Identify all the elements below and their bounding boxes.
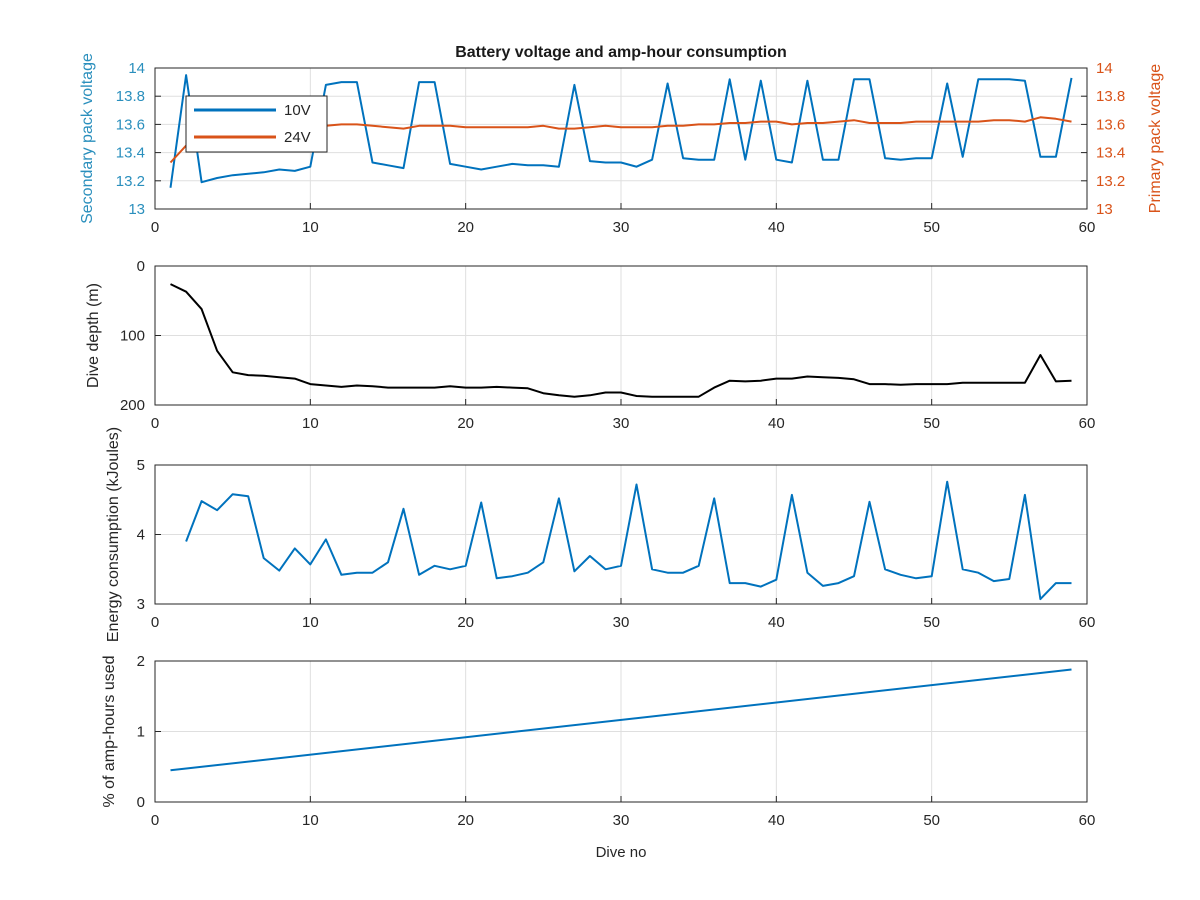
x-tick-label: 30 <box>613 219 630 236</box>
x-tick-label: 20 <box>457 812 474 829</box>
x-axis-label: Dive no <box>596 844 647 861</box>
y-tick-label: 13 <box>128 201 145 218</box>
subplot-2: 0 10 20 30 40 50 60 0 100 200 Dive depth (m) <box>85 258 1095 432</box>
y-tick-label: 4 <box>137 527 145 544</box>
x-tick-label: 0 <box>151 812 159 829</box>
chart-title: Battery voltage and amp-hour consumption <box>455 44 787 61</box>
x-tick-label: 40 <box>768 219 785 236</box>
y-tick-label: 0 <box>137 794 145 811</box>
y-tick-label: 0 <box>137 258 145 275</box>
y2-tick-label: 13.2 <box>1096 173 1125 190</box>
x-tick-label: 0 <box>151 219 159 236</box>
y2-axis-label: Primary pack voltage <box>1147 64 1164 213</box>
x-tick-label: 50 <box>923 614 940 631</box>
series-line-series-1 <box>185 480 1072 601</box>
x-tick-label: 10 <box>302 812 319 829</box>
x-tick-label: 30 <box>613 812 630 829</box>
y-axis-label: % of amp-hours used <box>101 655 118 807</box>
y-tick-label: 5 <box>137 457 145 474</box>
legend-label-24v: 24V <box>284 129 311 146</box>
y-tick-label: 200 <box>120 397 145 414</box>
y-tick-label: 14 <box>128 60 145 77</box>
x-tick-label: 40 <box>768 614 785 631</box>
x-tick-label: 20 <box>457 614 474 631</box>
x-tick-label: 60 <box>1079 812 1096 829</box>
subplot-4: 0 10 20 30 40 50 60 0 1 2 % of amp-hours used Dive … <box>101 653 1095 861</box>
series-line-series-1 <box>170 283 1072 398</box>
y2-tick-label: 13.8 <box>1096 88 1125 105</box>
legend-box <box>185 95 328 153</box>
y2-tick-label: 13.4 <box>1096 145 1125 162</box>
legend: 10V 24V <box>185 95 328 153</box>
x-tick-label: 30 <box>613 415 630 432</box>
legend-label-10v: 10V <box>284 102 311 119</box>
x-tick-label: 50 <box>923 812 940 829</box>
x-tick-label: 10 <box>302 614 319 631</box>
x-tick-label: 0 <box>151 614 159 631</box>
plots-layer: 0 10 20 30 40 50 601313.213.413.613.8141313.21… <box>79 53 1164 861</box>
y-axis-label: Dive depth (m) <box>85 283 102 388</box>
subplot-3: 0 10 20 30 40 50 60 3 4 5 Energy consumption (kJou… <box>105 427 1095 642</box>
x-tick-label: 20 <box>457 415 474 432</box>
x-tick-label: 60 <box>1079 614 1096 631</box>
series-line-series-1 <box>170 668 1072 772</box>
x-tick-label: 60 <box>1079 219 1096 236</box>
x-tick-label: 50 <box>923 219 940 236</box>
x-tick-label: 10 <box>302 219 319 236</box>
y-tick-label: 13.4 <box>116 145 145 162</box>
x-tick-label: 50 <box>923 415 940 432</box>
y-tick-label: 3 <box>137 596 145 613</box>
y2-tick-label: 13 <box>1096 201 1113 218</box>
x-tick-label: 20 <box>457 219 474 236</box>
subplot-1: 0 10 20 30 40 50 601313.213.413.613.8141313.21… <box>79 53 1164 236</box>
y-tick-label: 2 <box>137 653 145 670</box>
y-axis-label: Energy consumption (kJoules) <box>105 427 122 642</box>
y2-tick-label: 14 <box>1096 60 1113 77</box>
x-tick-label: 0 <box>151 415 159 432</box>
y-tick-label: 13.6 <box>116 116 145 133</box>
y2-tick-label: 13.6 <box>1096 116 1125 133</box>
y-tick-label: 13.8 <box>116 88 145 105</box>
y-tick-label: 13.2 <box>116 173 145 190</box>
x-tick-label: 30 <box>613 614 630 631</box>
x-tick-label: 10 <box>302 415 319 432</box>
y-tick-label: 1 <box>137 724 145 741</box>
y-tick-label: 100 <box>120 328 145 345</box>
x-tick-label: 60 <box>1079 415 1096 432</box>
x-tick-label: 40 <box>768 415 785 432</box>
x-tick-label: 40 <box>768 812 785 829</box>
y-axis-label: Secondary pack voltage <box>79 53 96 224</box>
